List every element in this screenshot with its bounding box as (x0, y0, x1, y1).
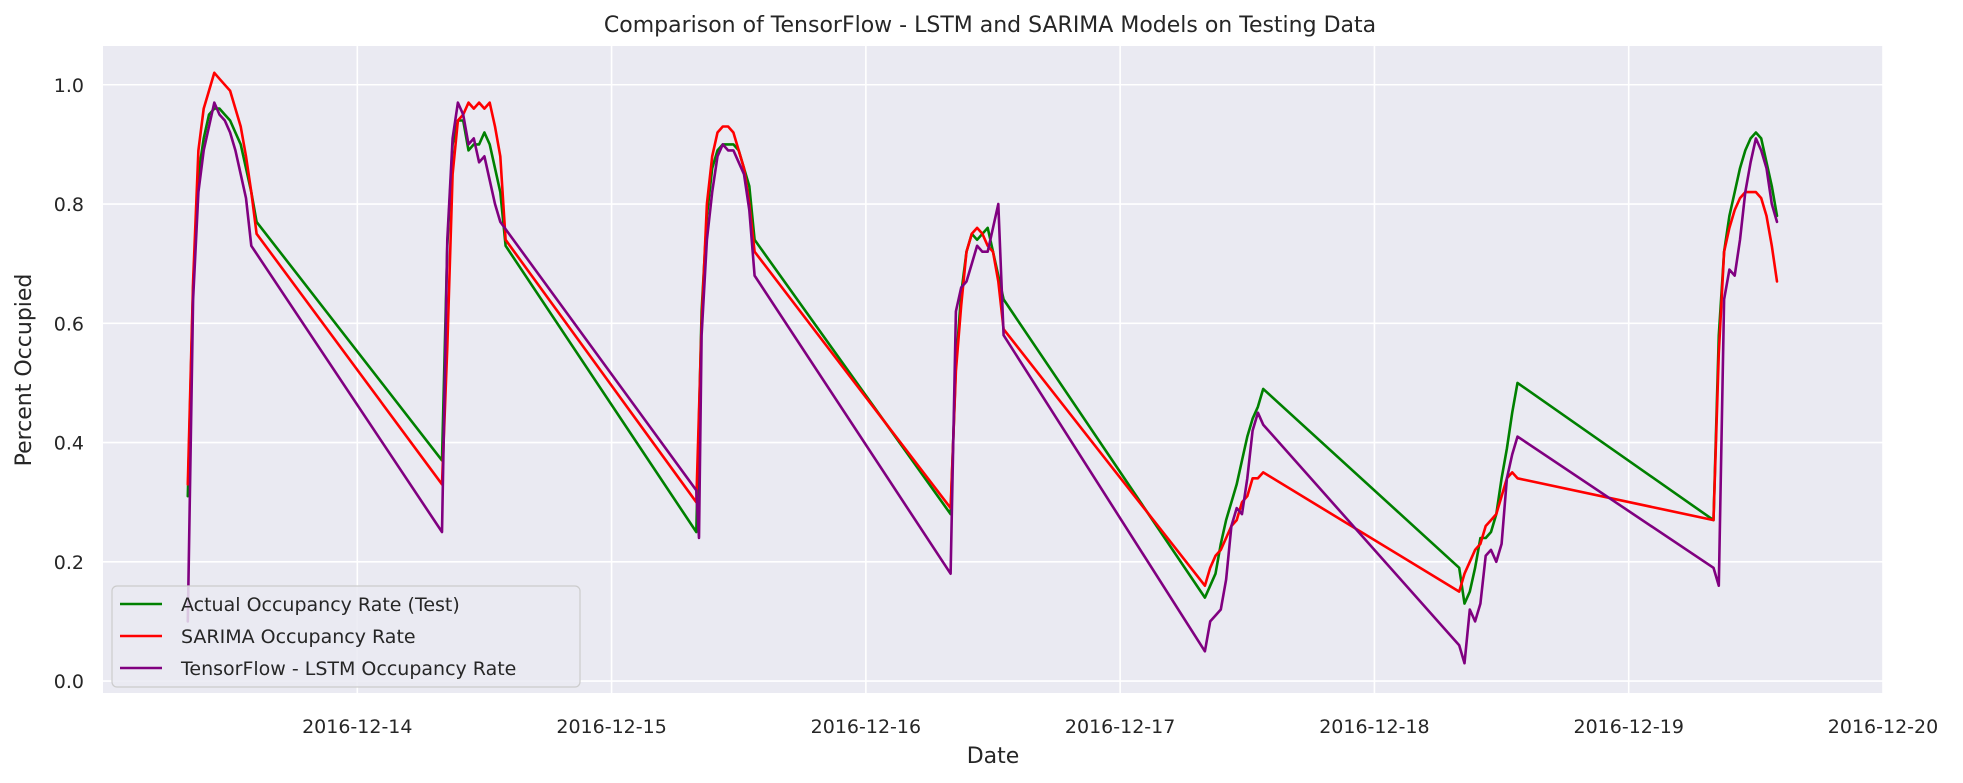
x-tick-label: 2016-12-16 (811, 716, 921, 738)
y-tick-label: 0.8 (54, 194, 84, 216)
y-axis-label: Percent Occupied (12, 274, 37, 467)
plot-area (103, 46, 1883, 693)
y-tick-label: 0.4 (54, 433, 84, 455)
series-group (186, 71, 1779, 665)
y-axis-ticks: 0.0 0.2 0.4 0.6 0.8 1.0 (54, 75, 84, 693)
y-tick-label: 0.2 (54, 552, 84, 574)
y-tick-label: 1.0 (54, 75, 84, 97)
y-tick-label: 0.6 (54, 313, 84, 335)
x-tick-label: 2016-12-18 (1319, 716, 1429, 738)
legend-entry-2: SARIMA Occupancy Rate (181, 626, 416, 648)
grid-lines (103, 46, 1884, 693)
legend-entry-1: Actual Occupancy Rate (Test) (181, 594, 460, 616)
chart-title: Comparison of TensorFlow - LSTM and SARI… (604, 13, 1376, 38)
legend-box (111, 585, 581, 688)
x-axis-ticks: 2016-12-14 2016-12-15 2016-12-16 2016-12-17… (302, 716, 1938, 738)
x-axis-label: Date (967, 744, 1020, 769)
x-tick-label: 2016-12-14 (302, 716, 412, 738)
series-line-3 (186, 101, 1779, 665)
legend-entry-3: TensorFlow - LSTM Occupancy Rate (180, 658, 516, 680)
x-tick-label: 2016-12-19 (1574, 716, 1684, 738)
x-tick-label: 2016-12-15 (556, 716, 666, 738)
x-tick-label: 2016-12-17 (1065, 716, 1175, 738)
y-tick-label: 0.0 (54, 671, 84, 693)
legend: Actual Occupancy Rate (Test) SARIMA Occup… (111, 585, 581, 688)
x-tick-label: 2016-12-20 (1828, 716, 1938, 738)
